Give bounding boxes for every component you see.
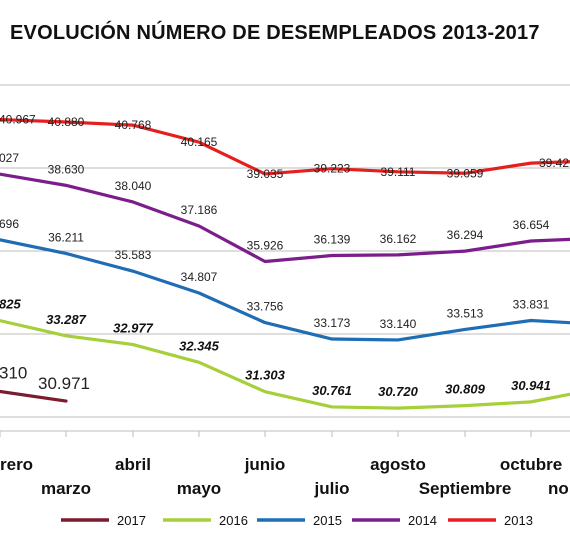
series-line-2014 — [0, 172, 570, 264]
data-label: 027 — [0, 151, 19, 165]
data-label: 310 — [0, 363, 27, 382]
data-label: 34.807 — [181, 270, 218, 284]
data-label: 33.831 — [513, 297, 550, 311]
data-label: 825 — [0, 297, 21, 312]
data-label: 38.040 — [115, 179, 152, 193]
data-label: 32.345 — [179, 338, 220, 353]
x-tick-label: rero — [0, 455, 33, 474]
x-tick-label: agosto — [370, 455, 426, 474]
data-label: 30.720 — [378, 384, 419, 399]
x-tick-label: abril — [115, 455, 151, 474]
data-label: 33.287 — [46, 312, 87, 327]
data-label: 30.761 — [312, 383, 352, 398]
data-label: 35.583 — [115, 248, 152, 262]
x-tick-label: mayo — [177, 479, 221, 498]
data-label: 33.756 — [247, 300, 284, 314]
data-label: 32.977 — [113, 321, 154, 336]
data-label: 696 — [0, 217, 19, 231]
data-label: 39.42 — [539, 156, 569, 170]
x-tick-label: marzo — [41, 479, 91, 498]
x-tick-label: no — [548, 479, 569, 498]
data-label: 39.111 — [381, 165, 416, 179]
series-line-2016 — [0, 319, 570, 410]
data-label: 33.173 — [314, 316, 351, 330]
legend-label: 2017 — [117, 513, 146, 528]
series-line-2013 — [0, 117, 570, 176]
data-label: 36.139 — [314, 233, 351, 247]
legend-label: 2014 — [408, 513, 437, 528]
data-label: 36.294 — [447, 228, 484, 242]
legend-label: 2015 — [313, 513, 342, 528]
legend-label: 2013 — [504, 513, 533, 528]
x-tick-label: julio — [314, 479, 350, 498]
data-labels: 310 30.971 825 33.287 32.977 32.345 31.303 30.7… — [0, 113, 569, 400]
data-label: 33.513 — [447, 306, 484, 320]
data-label: 40.880 — [48, 115, 85, 129]
series-line-2015 — [0, 238, 570, 342]
series-line-2017 — [0, 389, 68, 403]
data-label: 40.165 — [181, 135, 218, 149]
x-tick-label: junio — [244, 455, 286, 474]
data-label: 39.223 — [314, 162, 351, 176]
chart-title: EVOLUCIÓN NÚMERO DE DESEMPLEADOS 2013-20… — [10, 22, 540, 44]
data-label: 38.630 — [48, 162, 85, 176]
data-label: 33.140 — [380, 317, 417, 331]
data-label: 37.186 — [181, 203, 218, 217]
legend: 2017 2016 2015 2014 2013 — [61, 513, 533, 528]
x-axis-tick-labels: rero marzo abril mayo junio julio agosto Septie… — [0, 455, 569, 498]
data-label: 35.926 — [247, 239, 284, 253]
data-label: 36.654 — [513, 218, 550, 232]
data-label: 30.971 — [38, 374, 90, 393]
data-label: 39.035 — [247, 167, 284, 181]
series-lines — [0, 117, 570, 410]
x-tick-label: octubre — [500, 455, 562, 474]
data-label: 36.211 — [48, 230, 84, 244]
data-label: 36.162 — [380, 232, 417, 246]
data-label: 39.059 — [447, 166, 484, 180]
legend-label: 2016 — [219, 513, 248, 528]
data-label: 40.768 — [115, 118, 152, 132]
data-label: 30.809 — [445, 382, 486, 397]
x-tick-label: Septiembre — [419, 479, 512, 498]
data-label: 30.941 — [511, 378, 551, 393]
data-label: 31.303 — [245, 368, 286, 383]
data-label: 40.967 — [0, 113, 36, 127]
